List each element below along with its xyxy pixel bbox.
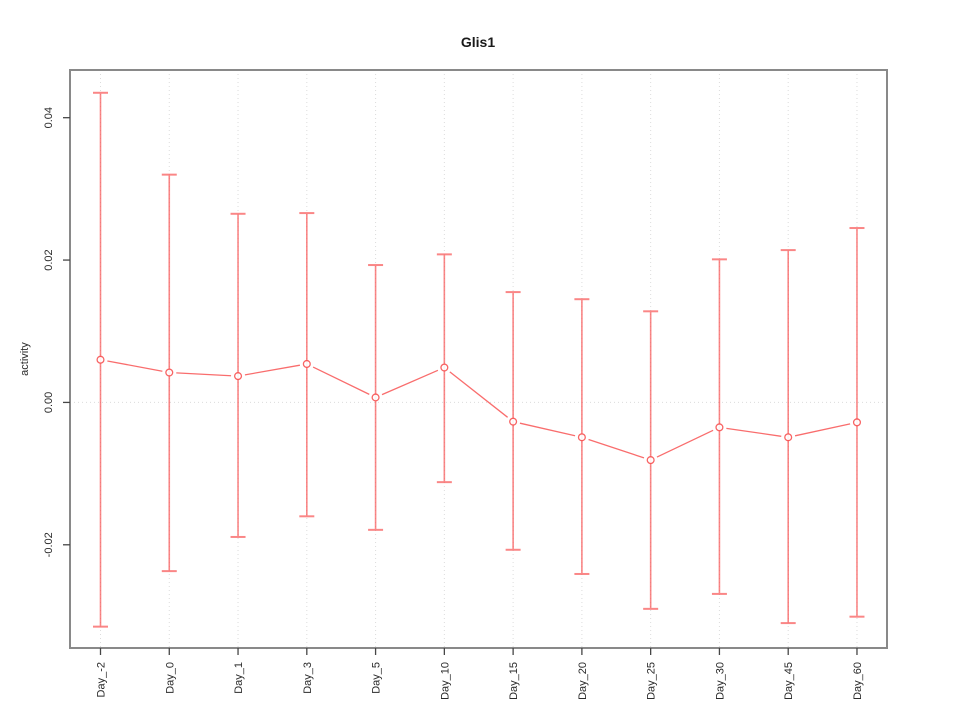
y-axis: -0.02 0.00 0.02 0.04 — [43, 107, 70, 557]
x-tick-label: Day_3 — [302, 662, 314, 694]
x-tick-label: Day_20 — [577, 662, 589, 700]
series-segment — [588, 438, 645, 459]
data-point-marker — [646, 456, 655, 465]
x-tick-label: Day_60 — [852, 662, 864, 700]
data-point-marker — [233, 372, 243, 381]
x-tick-label: Day_0 — [164, 662, 176, 694]
series-markers — [96, 355, 862, 465]
data-point-marker — [852, 418, 862, 427]
y-tick-label: 0.00 — [43, 392, 55, 413]
chart-title: Glis1 — [461, 34, 495, 50]
data-point-marker — [715, 423, 724, 432]
series-segment — [381, 369, 439, 396]
data-point-marker — [302, 359, 311, 369]
data-point-marker — [165, 368, 174, 377]
x-tick-label: Day_15 — [508, 662, 520, 700]
error-bars — [93, 91, 865, 628]
plot-border — [69, 69, 888, 649]
series-segment — [312, 366, 370, 395]
x-axis: Day_-2 Day_0 Day_1 Day_3 Day_5 Day_10 Day_15 Da… — [96, 648, 864, 700]
x-tick-label: Day_-2 — [96, 662, 108, 697]
data-point-marker — [96, 355, 105, 364]
y-tick-label: 0.02 — [43, 249, 55, 270]
plot-box — [69, 69, 888, 649]
x-tick-label: Day_10 — [439, 662, 451, 700]
x-tick-label: Day_25 — [646, 662, 658, 700]
series-line — [107, 360, 851, 459]
x-tick-label: Day_1 — [233, 662, 245, 694]
series-segment — [726, 427, 782, 437]
series-segment — [519, 422, 576, 437]
x-tick-label: Day_5 — [371, 662, 383, 694]
data-point-marker — [371, 393, 380, 402]
y-axis-title: activity — [19, 342, 31, 376]
data-point-marker — [509, 417, 518, 426]
data-point-marker — [440, 363, 449, 372]
series-segment — [656, 429, 714, 458]
data-point-marker — [784, 433, 793, 442]
data-point-marker — [577, 433, 586, 442]
series-segment — [107, 360, 163, 372]
x-tick-label: Day_45 — [783, 662, 795, 700]
y-tick-label: -0.02 — [43, 532, 55, 557]
series-segment — [176, 372, 232, 377]
y-tick-label: 0.04 — [43, 107, 55, 128]
series-segment — [449, 371, 509, 418]
series-segment — [794, 423, 851, 437]
gridlines — [70, 70, 887, 648]
x-tick-label: Day_30 — [714, 662, 726, 700]
series-segment — [244, 364, 301, 376]
